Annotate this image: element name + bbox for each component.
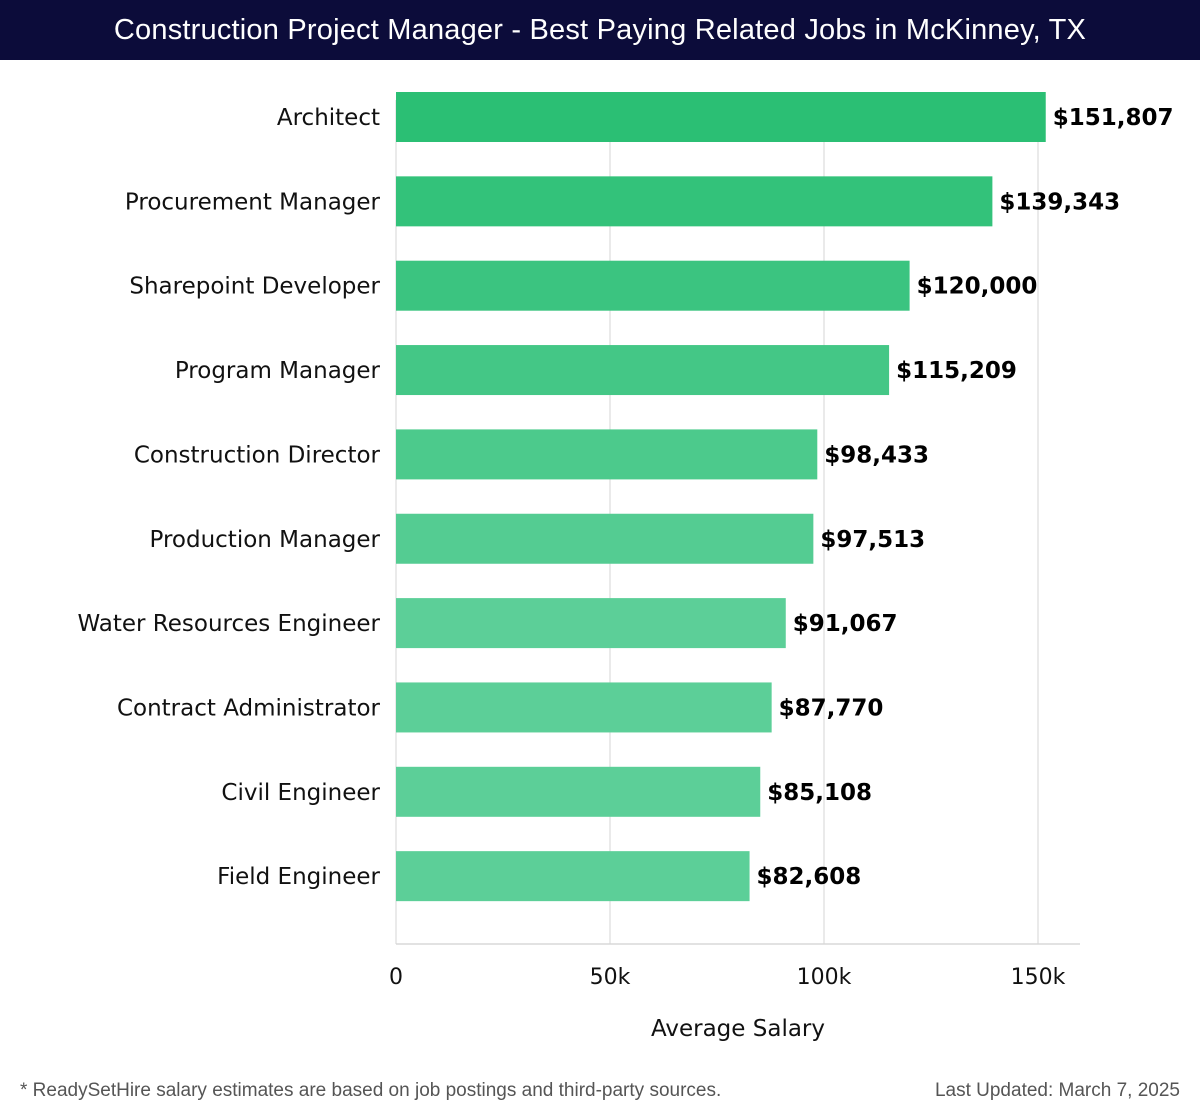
category-label: Construction Director [134,442,381,468]
category-label: Program Manager [175,358,381,384]
category-label: Field Engineer [217,864,380,890]
bars [396,92,1046,902]
value-label: $97,513 [820,527,925,553]
value-label: $91,067 [793,611,898,637]
category-label: Sharepoint Developer [129,274,380,300]
value-label: $151,807 [1053,105,1174,131]
category-label: Procurement Manager [125,189,381,215]
category-label: Contract Administrator [117,695,381,721]
bar [396,682,772,733]
bar [396,429,818,480]
category-label: Architect [277,105,380,131]
value-label: $85,108 [767,780,872,806]
value-label: $82,608 [757,864,862,890]
footer-note: * ReadySetHire salary estimates are base… [20,1080,722,1101]
bar [396,598,786,649]
x-tick-label: 0 [389,965,403,990]
bar [396,766,761,817]
x-tick-label: 150k [1011,965,1066,990]
chart-title: Construction Project Manager - Best Payi… [0,0,1200,60]
value-label: $87,770 [779,695,884,721]
category-label: Water Resources Engineer [77,611,380,637]
value-label: $139,343 [999,189,1120,215]
bar [396,513,814,564]
bar [396,176,993,227]
bar [396,92,1046,142]
x-tick-label: 50k [590,965,631,990]
bar [396,851,750,902]
last-updated: Last Updated: March 7, 2025 [934,1080,1180,1101]
bar-chart: Architect $151,807 Procurement Manager $139… [77,92,1173,1042]
category-label: Civil Engineer [221,780,380,806]
value-label: $120,000 [917,274,1038,300]
x-axis: 0 50k 100k 150k Average Salary [389,943,1080,1042]
category-label: Production Manager [150,527,381,553]
bar [396,260,910,311]
labels: Architect $151,807 Procurement Manager $139… [77,105,1173,890]
value-label: $98,433 [824,442,929,468]
x-axis-title: Average Salary [651,1016,825,1042]
value-label: $115,209 [896,358,1017,384]
bar [396,345,890,396]
x-tick-label: 100k [797,965,852,990]
